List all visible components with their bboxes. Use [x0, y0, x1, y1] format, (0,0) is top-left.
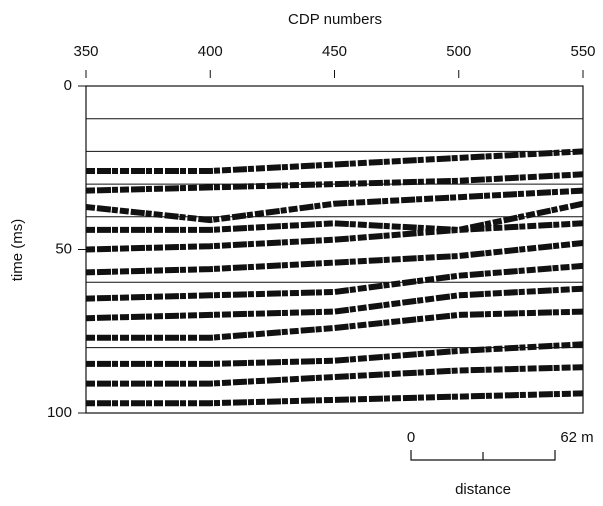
scale-start-label: 0: [407, 429, 415, 446]
scale-end-label: 62 m: [560, 429, 593, 446]
reflector: [86, 148, 584, 174]
y-tick-label: 0: [64, 77, 72, 94]
reflector: [85, 240, 584, 276]
reflector: [86, 200, 584, 233]
x-tick-label: 550: [570, 43, 595, 60]
x-tick-label: 350: [73, 43, 98, 60]
y-tick-label: 50: [55, 240, 72, 257]
scale-bar: [410, 450, 556, 461]
reflector: [85, 220, 584, 253]
x-tick-label: 450: [322, 43, 347, 60]
y-tick-label: 100: [47, 404, 72, 421]
x-tick-label: 500: [446, 43, 471, 60]
x-tick-label: 400: [198, 43, 223, 60]
chart-title: CDP numbers: [288, 11, 382, 28]
scale-label: distance: [455, 481, 511, 498]
reflector: [86, 308, 584, 341]
reflector: [85, 285, 584, 322]
reflector: [85, 187, 584, 224]
reflector: [85, 262, 584, 302]
reflector: [85, 171, 584, 194]
y-axis-label: time (ms): [9, 219, 26, 282]
reflector: [86, 364, 584, 387]
reflector: [86, 390, 584, 407]
reflector: [86, 341, 584, 367]
